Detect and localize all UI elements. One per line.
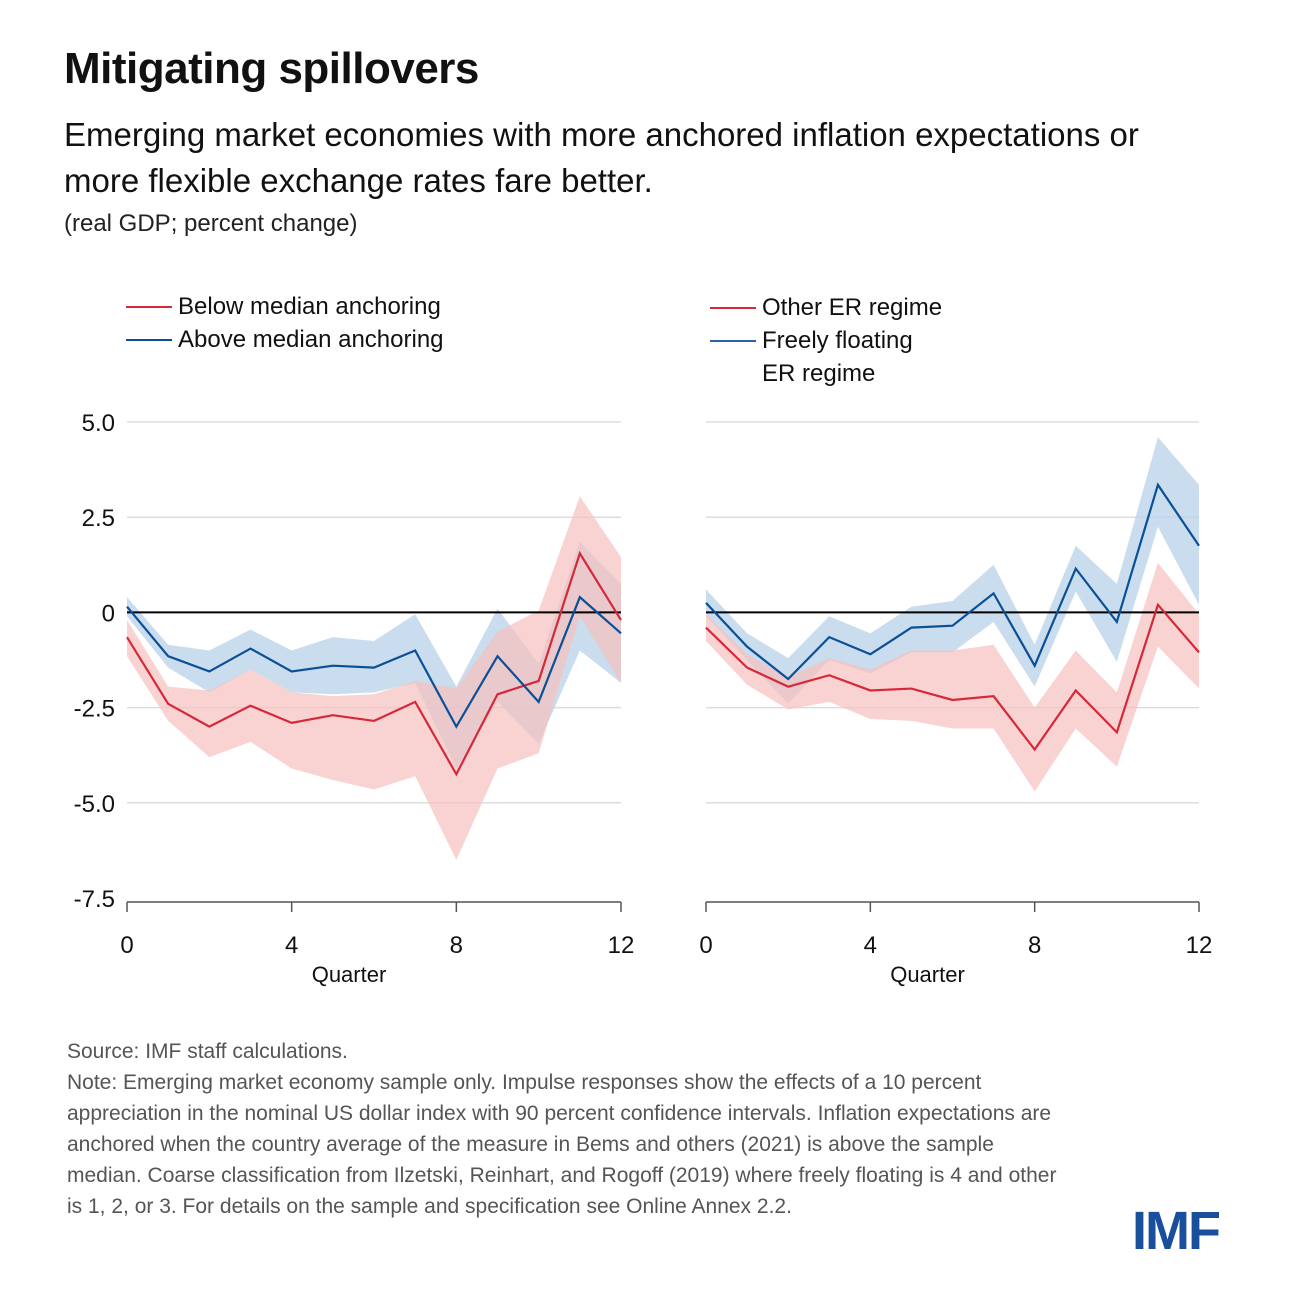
legend-right: Other ER regime Freely floating ER regim… [710,291,942,390]
x-axis-label: Quarter [890,962,965,987]
x-tick-label: 12 [1186,932,1213,959]
chart-title: Mitigating spillovers [64,44,479,93]
legend-swatch-blue [126,339,172,341]
x-tick-label: 12 [608,932,635,959]
y-tick-label: 0 [102,600,115,627]
legend-label: Other ER regime [762,294,943,321]
x-axis-label: Quarter [312,962,387,987]
legend-item: Below median anchoring [126,290,444,323]
x-tick-label: 4 [285,932,298,959]
legend-label: Below median anchoring [178,293,441,320]
series-line-blue [705,482,1200,681]
legend-swatch-red [710,307,756,309]
imf-logo: IMF [1132,1201,1221,1261]
y-tick-label: -2.5 [74,696,115,723]
legend-label-continuation: ER regime [762,360,876,387]
legend-item: Other ER regime [710,291,942,324]
y-tick-label: -7.5 [74,886,115,913]
y-tick-label: 5.0 [82,410,115,437]
legend-label: Freely floating [762,327,913,354]
x-tick-label: 0 [120,932,133,959]
y-tick-label: 2.5 [82,505,115,532]
x-tick-label: 4 [864,932,877,959]
x-tick-label: 8 [450,932,463,959]
legend-label: Above median anchoring [178,326,444,353]
x-tick-label: 0 [699,932,712,959]
series-line-red [126,550,622,777]
legend-swatch-red [126,306,172,308]
confidence-band-red [127,496,621,860]
legend-left: Below median anchoring Above median anch… [126,290,444,356]
series-line-red [705,602,1200,752]
legend-swatch-blue [710,340,756,342]
footer: Source: IMF staff calculations. Note: Em… [67,1036,1067,1222]
explanatory-note: Note: Emerging market economy sample onl… [67,1071,1057,1218]
confidence-band-blue [127,541,621,769]
legend-item: Freely floating [710,324,942,357]
x-tick-label: 8 [1028,932,1041,959]
units-label: (real GDP; percent change) [64,210,358,237]
source-note: Source: IMF staff calculations. [67,1040,348,1063]
chart-subtitle: Emerging market economies with more anch… [64,116,1139,199]
y-tick-label: -5.0 [74,791,115,818]
series-line-blue [126,595,622,729]
legend-item: Above median anchoring [126,323,444,356]
confidence-band-red [706,562,1199,792]
